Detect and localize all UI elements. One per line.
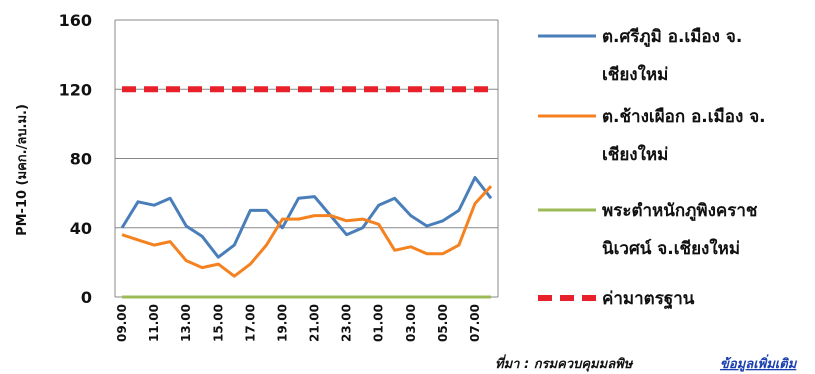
- x-tick-label: 21.00: [308, 304, 322, 342]
- y-tick-label: 120: [59, 80, 92, 99]
- legend-label: ค่ามาตรฐาน: [602, 289, 695, 310]
- x-tick-label: 11.00: [147, 304, 161, 342]
- legend-label: ต.ศรีภูมิ อ.เมือง จ.: [602, 26, 742, 48]
- legend-label: เชียงใหม่: [602, 144, 668, 165]
- more-info-link[interactable]: ข้อมูลเพิ่มเติม: [720, 354, 798, 372]
- x-tick-label: 01.00: [372, 304, 386, 342]
- series-line: [120, 176, 493, 259]
- x-tick-label: 09.00: [115, 304, 129, 342]
- x-tick-label: 23.00: [340, 304, 354, 342]
- y-tick-label: 0: [81, 288, 92, 307]
- x-tick-label: 05.00: [436, 304, 450, 342]
- y-tick-label: 80: [70, 150, 92, 169]
- y-tick-label: 160: [59, 11, 92, 30]
- x-tick-label: 03.00: [404, 304, 418, 342]
- x-tick-label: 17.00: [243, 304, 257, 342]
- x-axis-ticks: 09.00 11.00 13.00 15.00 17.00 19.00 21.00 23.00…: [115, 304, 482, 342]
- legend-label: ต.ช้างเผือก อ.เมือง จ.: [602, 106, 766, 127]
- x-tick-label: 19.00: [275, 304, 289, 342]
- y-tick-label: 40: [70, 219, 92, 238]
- x-tick-label: 07.00: [468, 304, 482, 342]
- grid-lines: [114, 19, 499, 298]
- legend-label: พระตำหนักภูพิงคราช: [602, 201, 758, 222]
- x-tick-label: 15.00: [211, 304, 225, 342]
- x-tick-label: 13.00: [179, 304, 193, 342]
- series-lines: [120, 86, 493, 299]
- legend-label: นิเวศน์ จ.เชียงใหม่: [602, 238, 740, 259]
- y-axis-ticks: 0 40 80 120 160: [59, 11, 92, 307]
- series-line: [121, 185, 493, 278]
- source-note: ที่มา : กรมควบคุมมลพิษ: [495, 354, 634, 372]
- legend: ต.ศรีภูมิ อ.เมือง จ.เชียงใหม่ต.ช้างเผือก…: [538, 26, 766, 310]
- legend-label: เชียงใหม่: [602, 64, 668, 85]
- y-axis-label: PM-10 (มคก./ลบ.ม.): [15, 104, 30, 236]
